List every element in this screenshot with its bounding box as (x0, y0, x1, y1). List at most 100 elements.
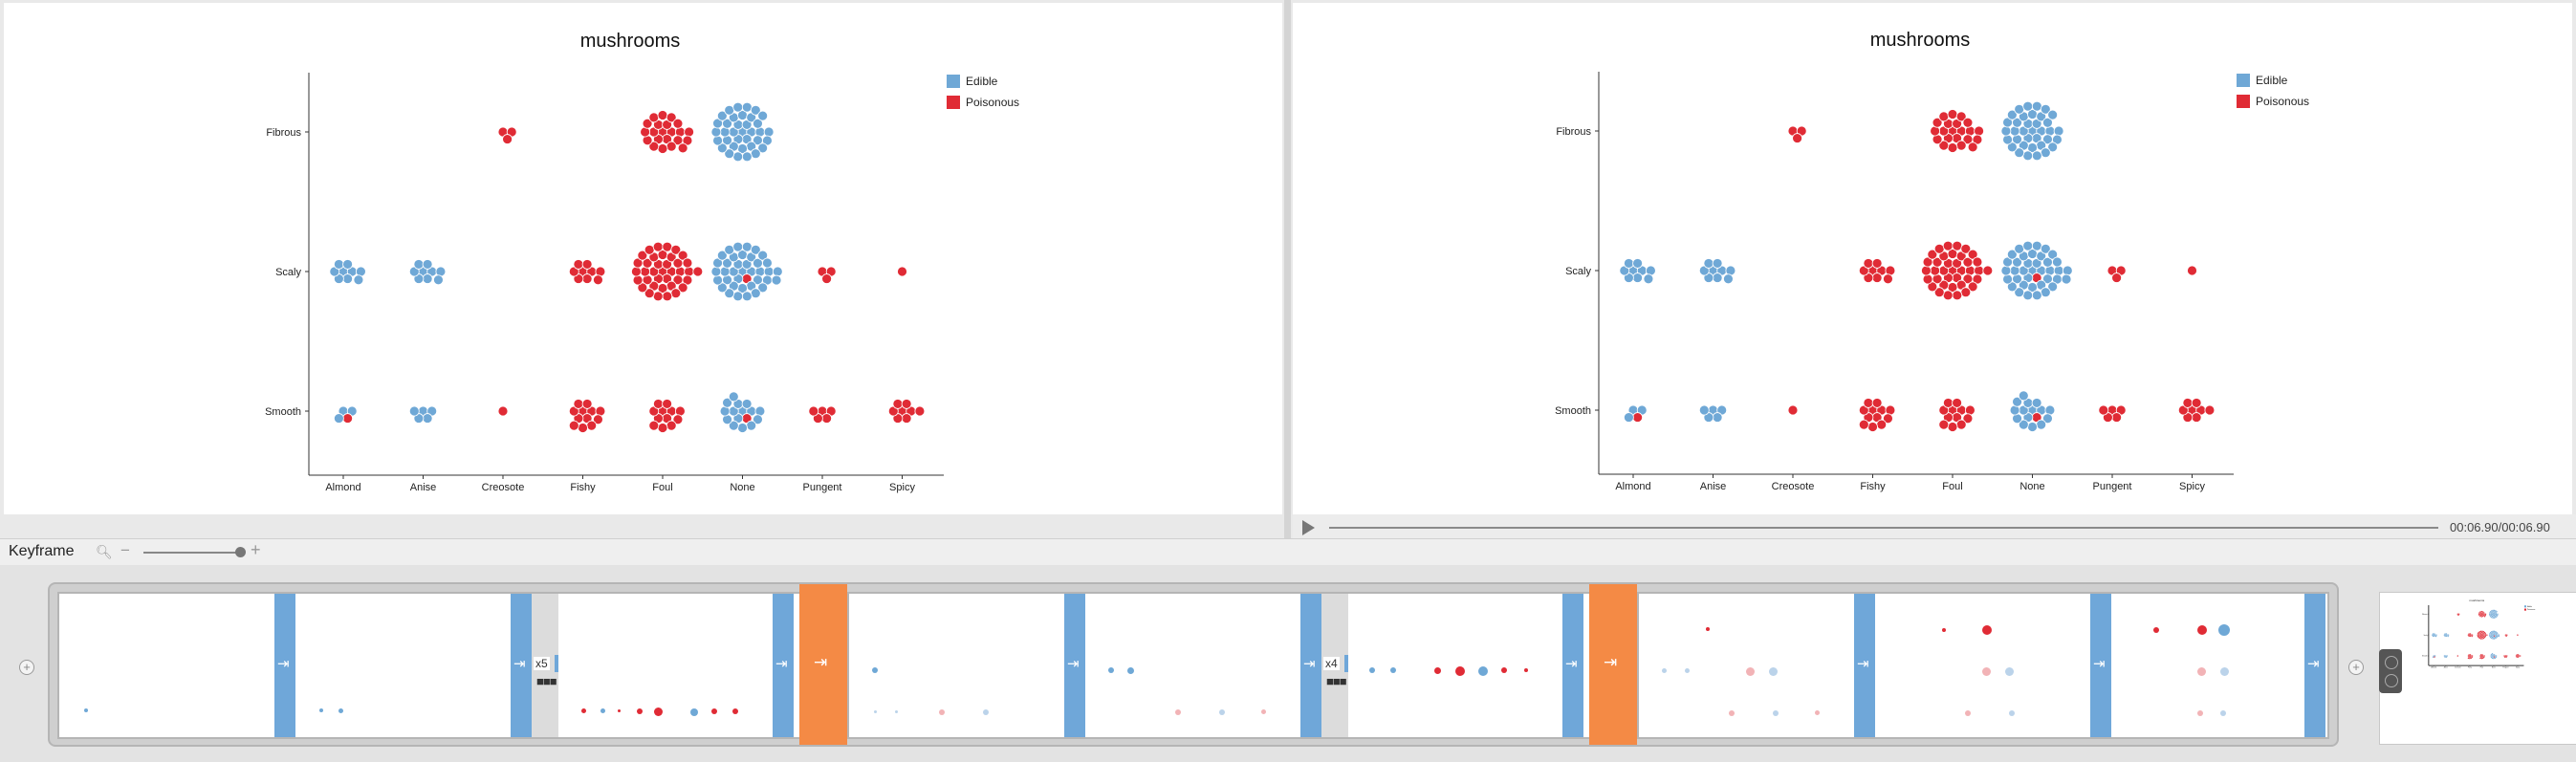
panel-divider[interactable] (1284, 0, 1291, 538)
poisonous-point (1632, 412, 1644, 423)
keyframe-segment[interactable] (1637, 592, 2329, 739)
poisonous-point (1933, 243, 1945, 254)
edible-point (2062, 265, 2073, 276)
poisonous-point (1867, 422, 1878, 432)
zoom-in-icon[interactable]: + (251, 540, 261, 559)
poisonous-point (2486, 634, 2488, 636)
legend-swatch (2237, 74, 2250, 87)
transition-marker[interactable] (2090, 594, 2111, 737)
edible-point (750, 148, 761, 160)
plus-icon[interactable]: + (2348, 660, 2364, 675)
poisonous-point (1922, 256, 1933, 268)
edible-point (2018, 419, 2029, 430)
edible-point (750, 104, 761, 116)
edible-point (2014, 147, 2025, 159)
edible-point (2040, 103, 2051, 115)
transition-marker[interactable] (2304, 594, 2325, 737)
keyframe-thumbnail[interactable]: mushrooms Almond Anise Creosote Fishy Foul Non… (2379, 592, 2576, 745)
edible-point (2002, 117, 2013, 128)
poisonous-point (657, 110, 668, 120)
keyframe-frame[interactable] (1639, 594, 1854, 737)
chart-svg: mushrooms Almond Anise Creosote Fishy Foul Non… (1555, 30, 2309, 492)
keyframe-frame[interactable] (1085, 594, 1300, 737)
edible-point (2489, 614, 2491, 617)
edible-point (2047, 281, 2059, 293)
poisonous-point (682, 274, 693, 286)
edible-point (2006, 281, 2018, 293)
poisonous-point (1921, 265, 1932, 276)
poisonous-point (632, 257, 644, 269)
transition-marker[interactable] (773, 594, 794, 737)
poisonous-point (1792, 133, 1802, 143)
keyframe-segment[interactable]: x5 ■■■ (57, 592, 813, 739)
poisonous-point (2481, 657, 2484, 660)
transition-marker[interactable] (1854, 594, 1875, 737)
keyframe-frame[interactable] (2111, 594, 2304, 737)
keyframe-frame[interactable] (558, 594, 773, 737)
keyframe-frame[interactable] (59, 594, 274, 737)
scrub-track[interactable] (1329, 527, 2438, 529)
edible-point (757, 250, 769, 261)
transition-marker[interactable] (1562, 594, 1583, 737)
edible-point (2496, 610, 2498, 613)
edible-point (2036, 419, 2047, 430)
plus-icon[interactable]: + (19, 660, 34, 675)
edible-point (762, 135, 773, 146)
poisonous-point (2483, 631, 2486, 634)
edible-point (712, 257, 723, 269)
poisonous-point (684, 266, 694, 277)
group-transition-marker[interactable] (1589, 584, 1637, 745)
transition-marker[interactable] (274, 594, 295, 737)
play-icon[interactable] (1302, 520, 1315, 535)
zoom-slider[interactable] (143, 552, 243, 554)
poisonous-point (1942, 290, 1954, 301)
poisonous-point (1938, 419, 1950, 430)
edible-point (2498, 634, 2500, 636)
poisonous-point (653, 399, 664, 409)
poisonous-point (1967, 281, 1978, 293)
poisonous-point (2477, 635, 2479, 638)
legend-label: Poisonous (2256, 95, 2309, 108)
legend-label: Edible (966, 75, 998, 88)
poisonous-point (1863, 258, 1874, 269)
more-icon: ■■■ (1326, 674, 1347, 688)
edible-point (2031, 150, 2042, 162)
transition-marker[interactable] (1300, 594, 1321, 737)
edible-point (724, 288, 735, 299)
poisonous-point (2478, 637, 2481, 640)
edible-point (2492, 638, 2494, 640)
x-tick-label: Anise (2444, 666, 2448, 669)
edible-point (2491, 657, 2494, 660)
keyframe-frame[interactable] (295, 594, 511, 737)
repeat-marker[interactable]: x4 ■■■ (1321, 594, 1348, 737)
thumb-handle[interactable] (2379, 649, 2402, 693)
keyframe-frame[interactable] (1875, 594, 2090, 737)
edible-point (750, 288, 761, 299)
zoom-out-icon[interactable]: − (120, 541, 130, 559)
transition-marker[interactable] (1064, 594, 1085, 737)
edible-point (2491, 652, 2494, 655)
zoom-slider-knob[interactable] (235, 547, 246, 557)
keyframe-frame[interactable] (1348, 594, 1562, 737)
poisonous-point (657, 143, 668, 154)
y-tick-label: Scaly (275, 267, 301, 278)
poisonous-point (648, 112, 660, 123)
edible-point (716, 110, 728, 121)
x-tick-label: Anise (1700, 481, 1727, 492)
edible-point (2489, 610, 2492, 613)
edible-point (732, 101, 744, 113)
edible-point (2489, 635, 2491, 638)
keyframe-segment[interactable]: x4 ■■■ (847, 592, 1603, 739)
transition-marker[interactable] (511, 594, 532, 737)
poisonous-point (2517, 634, 2519, 636)
keyframe-group[interactable]: x5 ■■■ x4 ■■■ (48, 582, 2339, 747)
repeat-marker[interactable]: x5 ■■■ (532, 594, 558, 737)
group-transition-marker[interactable] (799, 584, 847, 745)
poisonous-point (637, 250, 648, 261)
edible-point (2496, 632, 2499, 635)
search-icon[interactable]: 🔍︎ (96, 544, 113, 559)
keyframe-frame[interactable] (849, 594, 1064, 737)
x-tick-label: Creosote (2455, 666, 2461, 669)
edible-point (2040, 243, 2051, 254)
poisonous-point (593, 414, 603, 425)
